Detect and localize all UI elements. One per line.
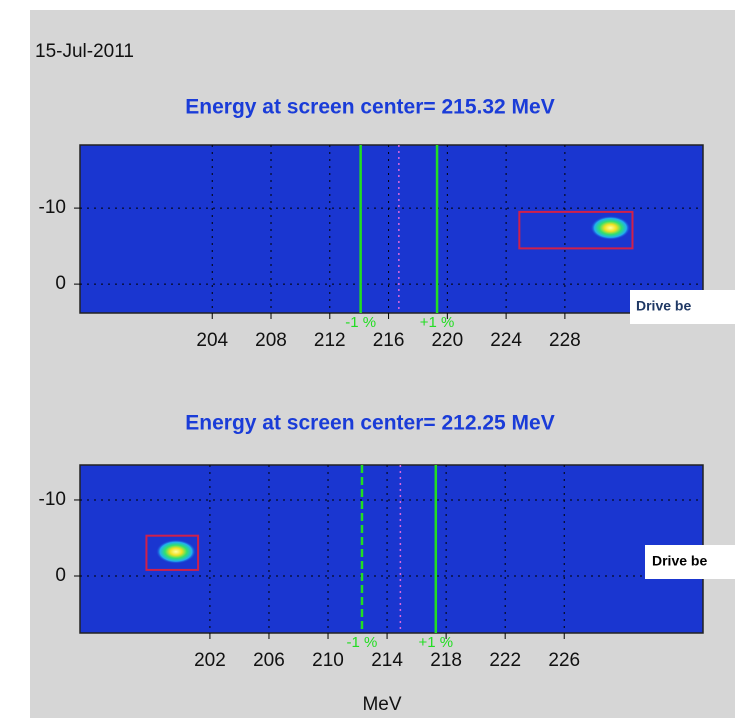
note-box <box>645 545 735 579</box>
x-tick-label: 224 <box>490 330 522 351</box>
x-tick-label: 218 <box>430 650 462 671</box>
roi-box <box>145 534 200 571</box>
chart-title: Energy at screen center= 212.25 MeV <box>185 412 554 435</box>
x-tick-label: 226 <box>548 650 580 671</box>
note-text: Drive be <box>652 553 707 569</box>
note-text: Drive be <box>636 298 691 314</box>
x-tick-label: 222 <box>489 650 521 671</box>
beam-spot <box>590 215 631 240</box>
note-box <box>630 290 735 324</box>
x-tick-label: 204 <box>196 330 228 351</box>
roi-box <box>518 210 634 250</box>
x-axis-label: MeV <box>362 694 401 715</box>
x-tick-label: 208 <box>255 330 287 351</box>
beam-spot <box>155 539 196 564</box>
x-tick-label: 214 <box>371 650 403 671</box>
y-tick-label: 0 <box>55 273 66 294</box>
x-tick-label: 202 <box>194 650 226 671</box>
marker-label: +1 % <box>418 634 453 651</box>
y-tick-label: -10 <box>39 197 66 218</box>
x-tick-label: 206 <box>253 650 285 671</box>
marker-label: +1 % <box>420 314 455 331</box>
marker-label: -1 % <box>345 314 376 331</box>
x-tick-label: 212 <box>314 330 346 351</box>
x-tick-label: 228 <box>549 330 581 351</box>
y-tick-label: -10 <box>39 489 66 510</box>
x-tick-label: 216 <box>373 330 405 351</box>
chart-title: Energy at screen center= 215.32 MeV <box>185 96 554 119</box>
marker-label: -1 % <box>347 634 378 651</box>
date: 15-Jul-2011 <box>35 41 134 62</box>
x-tick-label: 220 <box>431 330 463 351</box>
y-tick-label: 0 <box>55 565 66 586</box>
x-tick-label: 210 <box>312 650 344 671</box>
